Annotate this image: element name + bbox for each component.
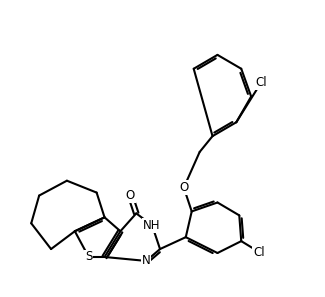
Text: N: N [142, 255, 150, 267]
Text: NH: NH [143, 219, 161, 232]
Text: O: O [179, 181, 188, 194]
Text: S: S [85, 250, 92, 263]
Text: Cl: Cl [253, 246, 265, 258]
Text: O: O [126, 189, 135, 202]
Text: Cl: Cl [255, 76, 267, 89]
